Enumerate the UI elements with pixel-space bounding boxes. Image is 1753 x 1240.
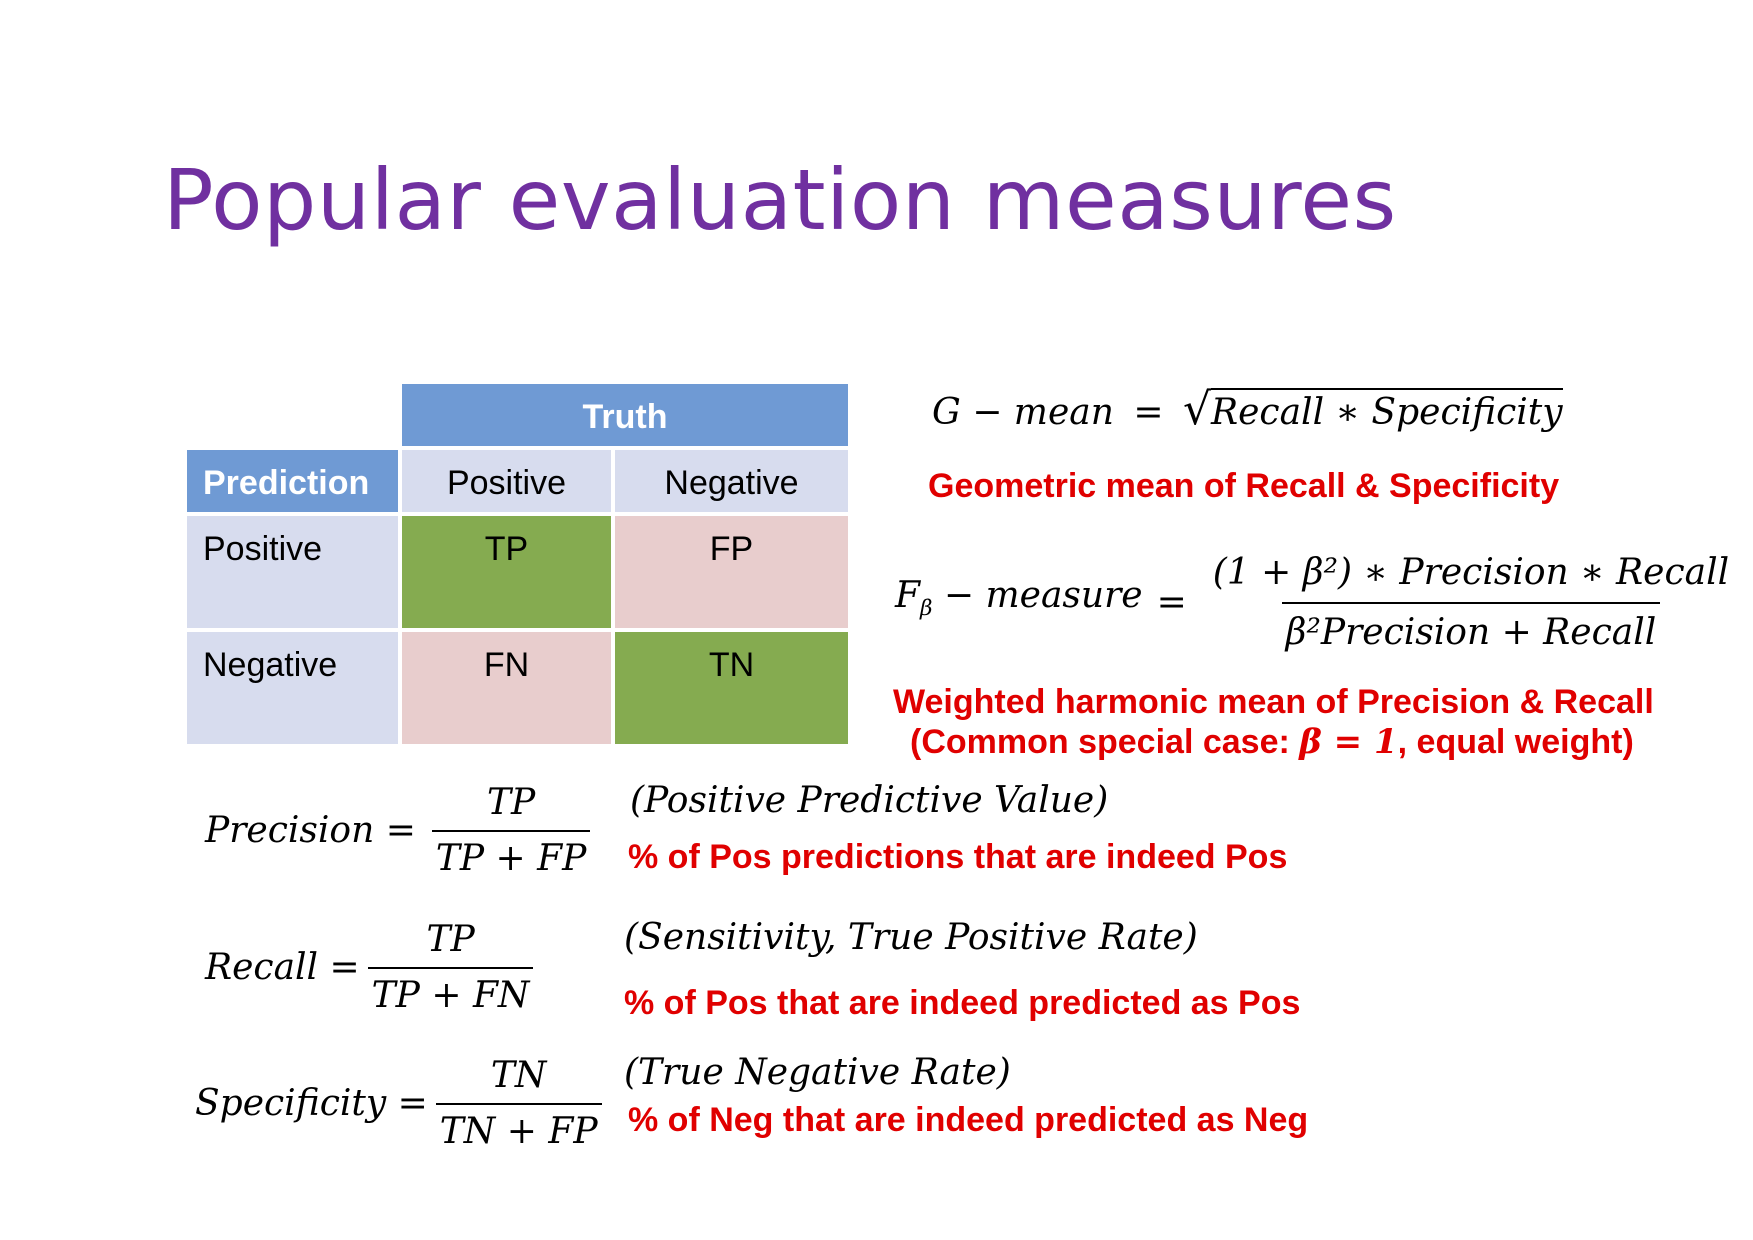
recall-numerator: TP bbox=[426, 919, 475, 960]
recall-denominator: TP + FN bbox=[367, 967, 534, 1019]
recall-formula: Recall = TP TP + FN bbox=[205, 917, 534, 1019]
fbeta-formula: Fβ − measure = (1 + β²) ∗ Precision ∗ Re… bbox=[895, 548, 1733, 658]
col-header-negative: Negative bbox=[613, 448, 850, 514]
precision-formula: Precision = TP TP + FP bbox=[205, 780, 591, 882]
specificity-description: % of Neg that are indeed predicted as Ne… bbox=[628, 1101, 1309, 1139]
recall-alias: (Sensitivity, True Positive Rate) bbox=[624, 917, 1198, 958]
recall-description: % of Pos that are indeed predicted as Po… bbox=[624, 984, 1301, 1022]
gmean-description: Geometric mean of Recall & Specificity bbox=[928, 467, 1560, 505]
specificity-denominator: TN + FP bbox=[435, 1103, 602, 1155]
row-header-positive: Positive bbox=[185, 514, 400, 630]
sqrt-icon: √ bbox=[1182, 384, 1212, 435]
fbeta-description-line2: (Common special case: β = 1, equal weigh… bbox=[910, 722, 1634, 762]
specificity-alias: (True Negative Rate) bbox=[624, 1052, 1011, 1093]
fbeta-denominator: β²Precision + Recall bbox=[1281, 602, 1661, 658]
cell-tn: TN bbox=[613, 630, 850, 746]
fbeta-equals: = bbox=[1156, 582, 1187, 623]
precision-description: % of Pos predictions that are indeed Pos bbox=[628, 838, 1288, 876]
precision-denominator: TP + FP bbox=[431, 830, 591, 882]
fbeta-fraction: (1 + β²) ∗ Precision ∗ Recall β²Precisio… bbox=[1209, 548, 1733, 658]
fbeta-numerator: (1 + β²) ∗ Precision ∗ Recall bbox=[1212, 552, 1730, 593]
recall-lhs: Recall = bbox=[205, 947, 360, 988]
cell-fn: FN bbox=[400, 630, 613, 746]
specificity-numerator: TN bbox=[490, 1055, 547, 1096]
gmean-lhs: G − mean bbox=[932, 392, 1126, 433]
cell-tp: TP bbox=[400, 514, 613, 630]
prediction-header: Prediction bbox=[185, 448, 400, 514]
recall-fraction: TP TP + FN bbox=[367, 917, 534, 1019]
gmean-formula: G − mean = √Recall ∗ Specificity bbox=[932, 385, 1563, 438]
row-header-negative: Negative bbox=[185, 630, 400, 746]
cell-fp: FP bbox=[613, 514, 850, 630]
precision-numerator: TP bbox=[487, 782, 536, 823]
truth-header: Truth bbox=[400, 382, 850, 448]
fbeta-description-line1: Weighted harmonic mean of Precision & Re… bbox=[893, 683, 1654, 721]
gmean-equals: = bbox=[1133, 392, 1164, 433]
fbeta-lhs: Fβ − measure bbox=[895, 575, 1143, 622]
gmean-radicand: Recall ∗ Specificity bbox=[1211, 388, 1563, 433]
specificity-lhs: Specificity = bbox=[195, 1083, 428, 1124]
precision-lhs: Precision = bbox=[205, 810, 416, 851]
specificity-formula: Specificity = TN TN + FP bbox=[195, 1053, 602, 1155]
col-header-positive: Positive bbox=[400, 448, 613, 514]
specificity-fraction: TN TN + FP bbox=[435, 1053, 602, 1155]
slide-title: Popular evaluation measures bbox=[163, 151, 1397, 249]
precision-alias: (Positive Predictive Value) bbox=[630, 780, 1109, 821]
precision-fraction: TP TP + FP bbox=[431, 780, 591, 882]
